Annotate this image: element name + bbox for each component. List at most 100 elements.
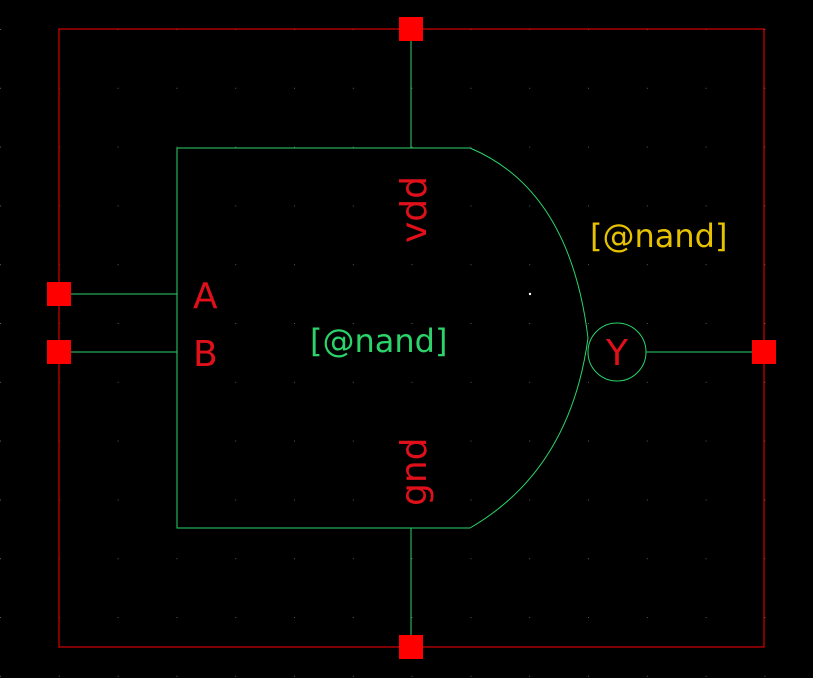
grid-dot	[646, 87, 648, 89]
grid-dot	[588, 675, 589, 677]
grid-dot	[294, 323, 295, 324]
grid-dot	[352, 146, 354, 148]
grid-dot	[235, 499, 237, 501]
grid-dot	[470, 499, 472, 501]
grid-dot	[117, 323, 119, 324]
grid-dot	[470, 675, 472, 677]
grid-dot	[117, 558, 119, 560]
grid-dot	[705, 558, 707, 560]
grid-dot	[0, 205, 1, 207]
grid-dot	[646, 264, 648, 266]
pin-label-gnd: gnd	[394, 437, 435, 506]
grid-dot	[117, 617, 119, 618]
grid-dot	[235, 264, 237, 266]
grid-dot	[411, 499, 413, 501]
grid-dot	[294, 205, 295, 207]
grid-dot	[705, 440, 707, 442]
grid-dot	[117, 499, 119, 501]
nand-gate-body[interactable]	[176, 147, 589, 529]
grid-dot	[705, 499, 707, 501]
grid-dot	[646, 381, 648, 383]
pin-marker-gnd[interactable]	[399, 635, 423, 659]
grid-dot	[588, 558, 589, 560]
grid-dot	[705, 675, 707, 677]
grid-dot	[294, 440, 295, 442]
grid-dot	[235, 617, 237, 618]
grid-dot	[470, 440, 472, 442]
grid-dot	[764, 499, 766, 501]
grid-dot	[411, 146, 413, 148]
grid-dot	[294, 499, 295, 501]
grid-dot	[0, 146, 1, 148]
grid-dot	[352, 499, 354, 501]
grid-dot	[646, 323, 648, 324]
grid-dot	[588, 146, 589, 148]
grid-dot	[411, 558, 413, 560]
grid-dot	[646, 558, 648, 560]
pin-marker-a[interactable]	[47, 282, 71, 306]
grid-dot	[588, 323, 589, 324]
grid-dot	[764, 675, 766, 677]
grid-dot	[529, 146, 531, 148]
grid-dot	[235, 205, 237, 207]
pin-marker-y[interactable]	[752, 340, 776, 364]
instance-name-label[interactable]: [@nand]	[310, 322, 447, 360]
grid-dot	[0, 29, 1, 30]
grid-dot	[705, 323, 707, 324]
grid-dot	[646, 499, 648, 501]
grid-dot	[470, 264, 472, 266]
grid-dot	[764, 205, 766, 207]
grid-dot	[705, 146, 707, 148]
grid-dot	[0, 440, 1, 442]
cell-name-label[interactable]: [@nand]	[590, 217, 727, 255]
grid-dot	[470, 323, 472, 324]
grid-dot	[646, 675, 648, 677]
grid-dot	[588, 617, 589, 618]
grid-dot	[235, 381, 237, 383]
grid-dot	[529, 675, 531, 677]
grid-dot	[646, 617, 648, 618]
grid-dot	[646, 205, 648, 207]
grid-dot	[117, 146, 119, 148]
grid-dot	[529, 381, 531, 383]
grid-dot	[705, 264, 707, 266]
grid-dot	[176, 87, 178, 89]
grid-dot	[117, 87, 119, 89]
grid-dot	[705, 205, 707, 207]
grid-dot	[646, 146, 648, 148]
grid-dot	[529, 558, 531, 560]
pin-marker-b[interactable]	[47, 340, 71, 364]
pin-label-a: A	[193, 276, 218, 317]
grid-dot	[352, 323, 354, 324]
grid-dot	[588, 205, 589, 207]
grid-dot	[0, 617, 1, 618]
pin-label-vdd: vdd	[394, 176, 435, 243]
grid-dot	[764, 29, 766, 30]
grid-dot	[588, 381, 589, 383]
grid-dot	[235, 675, 237, 677]
grid-dot	[764, 87, 766, 89]
grid-dot	[764, 323, 766, 324]
inversion-bubble[interactable]	[587, 322, 647, 382]
grid-dot	[117, 381, 119, 383]
grid-dot	[529, 323, 531, 324]
grid-dot	[176, 675, 178, 677]
grid-dot	[352, 381, 354, 383]
grid-dot	[117, 264, 119, 266]
grid-dot	[176, 146, 178, 148]
grid-dot	[411, 617, 413, 618]
grid-dot	[0, 675, 1, 677]
grid-dot	[588, 440, 589, 442]
grid-dot	[529, 205, 531, 207]
grid-dot	[235, 558, 237, 560]
grid-dot	[294, 381, 295, 383]
grid-dot	[58, 675, 60, 677]
pin-marker-vdd[interactable]	[399, 17, 423, 41]
grid-dot	[588, 87, 589, 89]
grid-dot	[294, 617, 295, 618]
grid-dot	[411, 440, 413, 442]
cursor-point	[528, 292, 532, 296]
grid-dot	[117, 675, 119, 677]
